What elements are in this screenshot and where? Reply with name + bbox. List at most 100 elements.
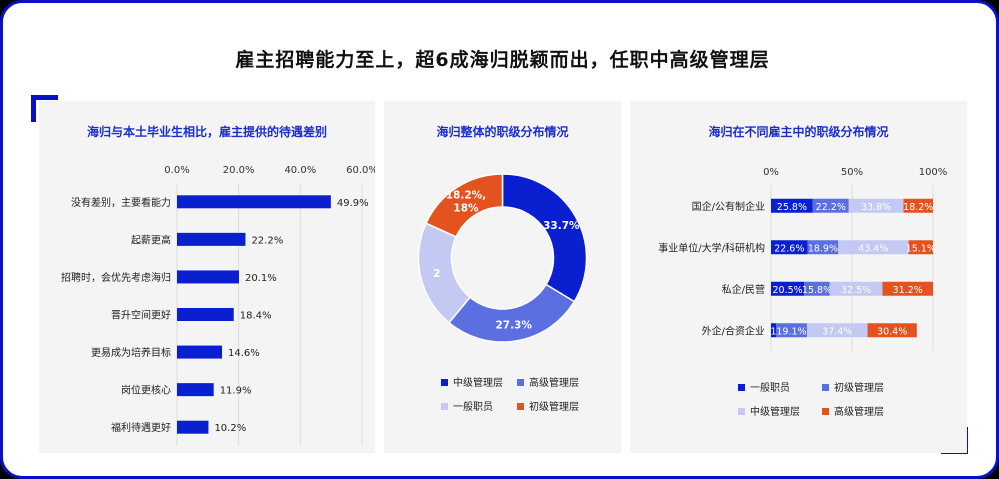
segment-label: 31.2% [893, 285, 923, 296]
legend-swatch [822, 408, 829, 415]
segment-label: 19.1% [776, 326, 806, 337]
segment-label: 43.4% [858, 243, 888, 254]
segment-label: 25.8% [777, 202, 807, 213]
bar [177, 345, 223, 359]
legend-swatch [738, 408, 745, 415]
stacked-segment [807, 240, 839, 255]
category-label: 福利待遇更好 [111, 421, 171, 434]
stacked-segment [776, 323, 807, 338]
stacked-segment [804, 281, 830, 296]
slice-label: 18.2%, [446, 190, 486, 202]
stacked-segment [867, 323, 917, 338]
category-label: 外企/合资企业 [702, 324, 765, 337]
value-label: 11.9% [220, 386, 252, 397]
x-tick-label: 0.0% [164, 165, 189, 176]
bar [177, 308, 234, 321]
legend-swatch [441, 403, 448, 410]
stacked-segment [908, 240, 933, 255]
legend-label: 初级管理层 [834, 381, 884, 394]
category-label: 起薪更高 [131, 233, 171, 246]
x-tick-label: 40.0% [284, 165, 316, 176]
legend-label: 高级管理层 [834, 405, 884, 418]
segment-label: 32.5% [841, 285, 871, 296]
stacked-segment [812, 198, 849, 213]
stacked-segment [848, 198, 904, 213]
bar [177, 195, 331, 209]
x-tick-label: 100% [919, 167, 948, 178]
stacked-segment [771, 281, 805, 296]
category-label: 私企/民营 [722, 283, 765, 296]
bar [177, 383, 214, 397]
x-tick-label: 0% [763, 167, 779, 178]
category-label: 晋升空间更好 [111, 309, 171, 322]
segment-label: 22.2% [816, 202, 846, 213]
stacked-segment [838, 240, 909, 255]
stacked-segment [771, 198, 813, 213]
panel-title-middle: 海归整体的职级分布情况 [436, 125, 569, 139]
donut-slice [501, 173, 588, 303]
donut-slice [447, 283, 576, 343]
legend-swatch [441, 379, 448, 386]
bar [177, 232, 246, 246]
stacked-segment [771, 323, 777, 338]
slice-label: 33.7% [543, 220, 580, 232]
segment-label: 22.6% [774, 243, 804, 254]
category-label: 更易成为培养目标 [91, 346, 171, 359]
panel-title-right: 海归在不同雇主中的职级分布情况 [708, 125, 889, 139]
category-label: 岗位更核心 [121, 384, 171, 397]
x-tick-label: 60.0% [346, 165, 375, 176]
category-label: 事业单位/大学/科研机构 [658, 241, 765, 254]
stacked-segment [829, 281, 883, 296]
stacked-segment [882, 281, 933, 296]
category-label: 招聘时，会优先考虑海归 [61, 271, 171, 284]
segment-label: 37.4% [822, 326, 852, 337]
legend-label: 中级管理层 [453, 376, 503, 389]
legend-label: 一般职员 [453, 400, 493, 413]
slice-label: 18% [453, 203, 479, 215]
segment-label: 15.8% [802, 285, 832, 296]
segment-label: 15.1% [906, 243, 936, 254]
legend-swatch [822, 384, 829, 391]
legend-label: 高级管理层 [529, 376, 579, 389]
legend-swatch [738, 384, 745, 391]
slice-label: 27.3% [495, 320, 532, 332]
employer-stacked-bar-chart: 0% 50% 100% 国企/公有制企业 25.8% 22.2% 33.8% 18.2% 事业单… [658, 167, 948, 418]
page-title: 雇主招聘能力至上，超6成海归脱颖而出，任职中高级管理层 [235, 49, 770, 71]
corner-decoration-top-left [31, 95, 58, 122]
value-label: 22.2% [251, 235, 283, 246]
stacked-segment [806, 323, 868, 338]
segment-label: 3.1% [761, 326, 785, 337]
panel-employer-level: 海归在不同雇主中的职级分布情况 0% 50% 100% 国企/公有制企业 25.8% 22… [630, 101, 967, 453]
stacked-segment [903, 198, 933, 213]
legend-label: 中级管理层 [750, 405, 800, 418]
treatment-bar-chart: 0.0% 20.0% 40.0% 60.0% 没有差别，主要看能力 49.9% 起薪更高 22… [61, 165, 378, 446]
bar [177, 270, 239, 284]
segment-label: 18.9% [808, 243, 838, 254]
value-label: 14.6% [228, 348, 260, 359]
panel-title-left: 海归与本土毕业生相比，雇主提供的待遇差别 [86, 125, 327, 139]
legend-label: 初级管理层 [529, 400, 579, 413]
panel-treatment-difference: 海归与本土毕业生相比，雇主提供的待遇差别 0.0% 20.0% 40.0% 60.0%… [39, 101, 378, 453]
value-label: 20.1% [245, 273, 277, 284]
x-tick-label: 50% [841, 167, 863, 178]
segment-label: 18.2% [903, 202, 933, 213]
legend-swatch [517, 403, 524, 410]
value-label: 18.4% [240, 311, 272, 322]
slice-label: 2 [433, 268, 440, 280]
category-label: 国企/公有制企业 [692, 200, 765, 213]
segment-label: 33.8% [861, 202, 891, 213]
legend-swatch [517, 379, 524, 386]
stacked-segment [771, 240, 808, 255]
category-label: 没有差别，主要看能力 [71, 196, 171, 209]
x-tick-label: 20.0% [223, 165, 255, 176]
donut-slice [425, 173, 504, 238]
panel-overall-level: 海归整体的职级分布情况 33.7% 27.3% 2 18.2%, 18% 中级管理层 高级管… [384, 101, 621, 453]
bar [177, 420, 209, 434]
value-label: 10.2% [214, 423, 246, 434]
segment-label: 30.4% [877, 326, 907, 337]
donut-slice [417, 222, 472, 324]
value-label: 49.9% [337, 198, 369, 209]
segment-label: 20.5% [773, 285, 803, 296]
